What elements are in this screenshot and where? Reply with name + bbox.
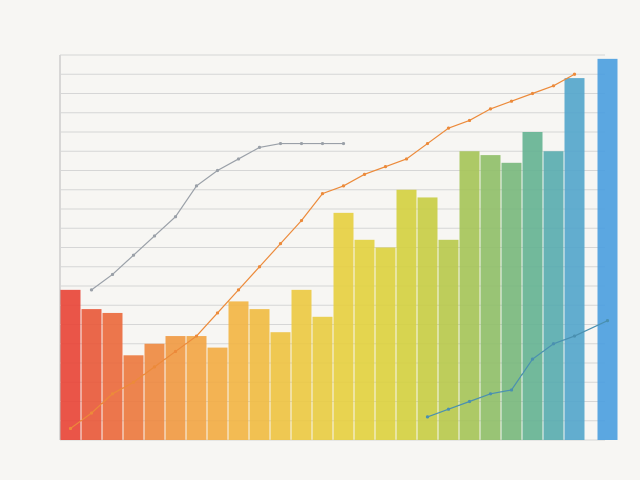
point	[488, 107, 493, 111]
bar	[480, 155, 501, 440]
bar	[186, 336, 207, 440]
point	[467, 399, 472, 404]
bar	[291, 289, 312, 440]
point	[467, 118, 472, 123]
point	[551, 342, 556, 346]
point	[509, 99, 514, 103]
point	[89, 411, 94, 415]
bar	[312, 316, 333, 440]
point	[605, 319, 610, 323]
point	[320, 192, 325, 196]
point	[173, 215, 178, 219]
point	[236, 288, 241, 292]
bar	[207, 347, 228, 440]
point	[194, 334, 199, 338]
bar	[102, 312, 123, 440]
point	[173, 349, 178, 354]
bar	[564, 78, 585, 440]
bar	[438, 239, 459, 440]
point	[110, 392, 115, 396]
point	[446, 126, 451, 130]
point	[320, 141, 325, 146]
bar	[375, 247, 396, 440]
bar	[333, 212, 354, 440]
point	[110, 272, 115, 277]
bar	[60, 289, 81, 440]
bar	[123, 355, 144, 440]
point	[425, 141, 430, 146]
point	[488, 392, 493, 396]
point	[68, 426, 73, 431]
point	[425, 415, 430, 419]
bar	[165, 336, 186, 440]
bar	[501, 162, 522, 441]
point	[152, 365, 157, 369]
point	[257, 145, 262, 149]
bar	[270, 332, 291, 440]
point	[341, 141, 346, 146]
bar	[228, 301, 249, 440]
point	[257, 265, 262, 269]
point	[572, 334, 577, 338]
point	[152, 234, 157, 238]
point	[299, 141, 304, 146]
point	[404, 157, 409, 161]
point	[278, 141, 283, 146]
point	[299, 218, 304, 223]
point	[131, 380, 136, 384]
bar	[144, 343, 165, 440]
bar	[459, 151, 480, 440]
bar	[543, 151, 564, 440]
bar	[396, 189, 417, 440]
point	[194, 184, 199, 188]
point	[131, 253, 136, 257]
point	[383, 165, 388, 169]
bar	[417, 197, 438, 440]
bar	[522, 132, 543, 440]
point	[572, 72, 577, 76]
point	[530, 91, 535, 96]
bar	[354, 239, 375, 440]
point	[362, 172, 367, 176]
point	[530, 357, 535, 361]
point	[551, 84, 556, 88]
bar	[597, 58, 618, 440]
point	[278, 242, 283, 246]
bar	[81, 309, 102, 440]
bar	[249, 309, 270, 440]
point	[89, 288, 94, 292]
point	[236, 157, 241, 161]
point	[509, 388, 514, 392]
point	[215, 168, 220, 173]
point	[446, 407, 451, 411]
point	[215, 311, 220, 315]
point	[341, 184, 346, 188]
